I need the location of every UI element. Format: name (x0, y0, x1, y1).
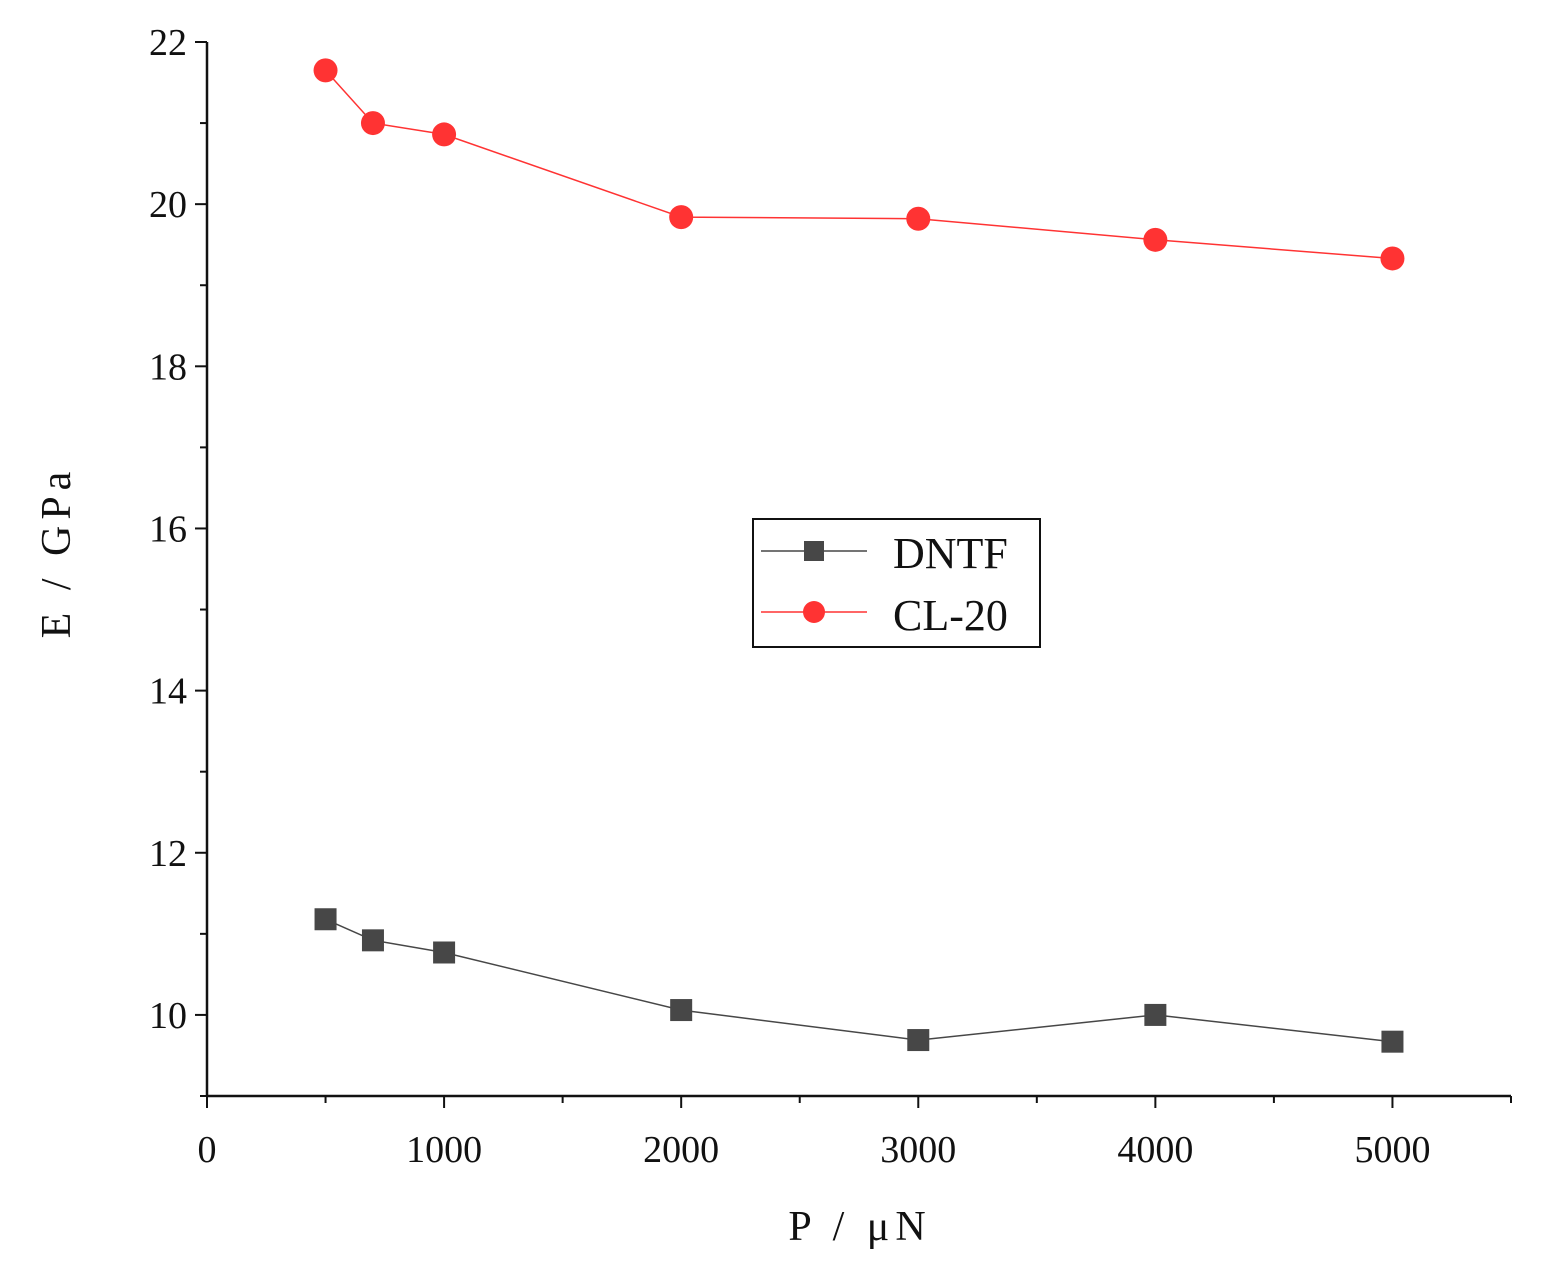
legend-label-cl20: CL-20 (893, 591, 1008, 640)
data-point-dntf (361, 929, 384, 952)
legend-box (752, 518, 1041, 648)
legend: DNTF CL-20 (752, 518, 1041, 648)
axes: 0 1000 2000 3000 4000 5000 10 12 14 16 18 20 22 (149, 22, 1512, 1171)
data-point-cl20 (432, 122, 457, 147)
data-point-cl20 (669, 205, 694, 230)
series-line-cl20 (324, 69, 1393, 260)
series-layer (313, 58, 1405, 1053)
y-tick-label: 12 (149, 833, 187, 875)
y-tick-label: 20 (149, 184, 187, 226)
series-line-dntf (325, 918, 1393, 1043)
y-axis-title: E / GPa (34, 466, 80, 639)
y-tick-label: 22 (149, 22, 187, 64)
data-point-cl20 (1143, 227, 1168, 252)
data-point-cl20 (313, 58, 338, 83)
x-tick-label: 0 (198, 1129, 217, 1171)
data-point-cl20 (1380, 246, 1405, 271)
x-tick-label: 3000 (880, 1129, 956, 1171)
data-point-dntf (670, 999, 693, 1022)
legend-marker-cl20 (803, 601, 825, 623)
y-tick-label: 14 (149, 671, 187, 713)
data-point-dntf (1144, 1003, 1167, 1026)
data-point-cl20 (906, 206, 931, 231)
y-tick-label: 18 (149, 346, 187, 388)
x-tick-label: 5000 (1354, 1129, 1430, 1171)
data-point-dntf (907, 1029, 930, 1052)
data-point-cl20 (360, 111, 385, 136)
data-point-dntf (314, 908, 337, 931)
y-tick-label: 10 (149, 995, 187, 1037)
legend-label-dntf: DNTF (893, 529, 1008, 578)
x-tick-label: 4000 (1117, 1129, 1193, 1171)
x-tick-label: 2000 (643, 1129, 719, 1171)
legend-marker-dntf (804, 541, 824, 561)
x-axis-title: P / μN (788, 1204, 931, 1250)
data-point-dntf (433, 941, 456, 964)
x-tick-label: 1000 (406, 1129, 482, 1171)
y-tick-label: 16 (149, 508, 187, 550)
data-point-dntf (1381, 1030, 1404, 1053)
